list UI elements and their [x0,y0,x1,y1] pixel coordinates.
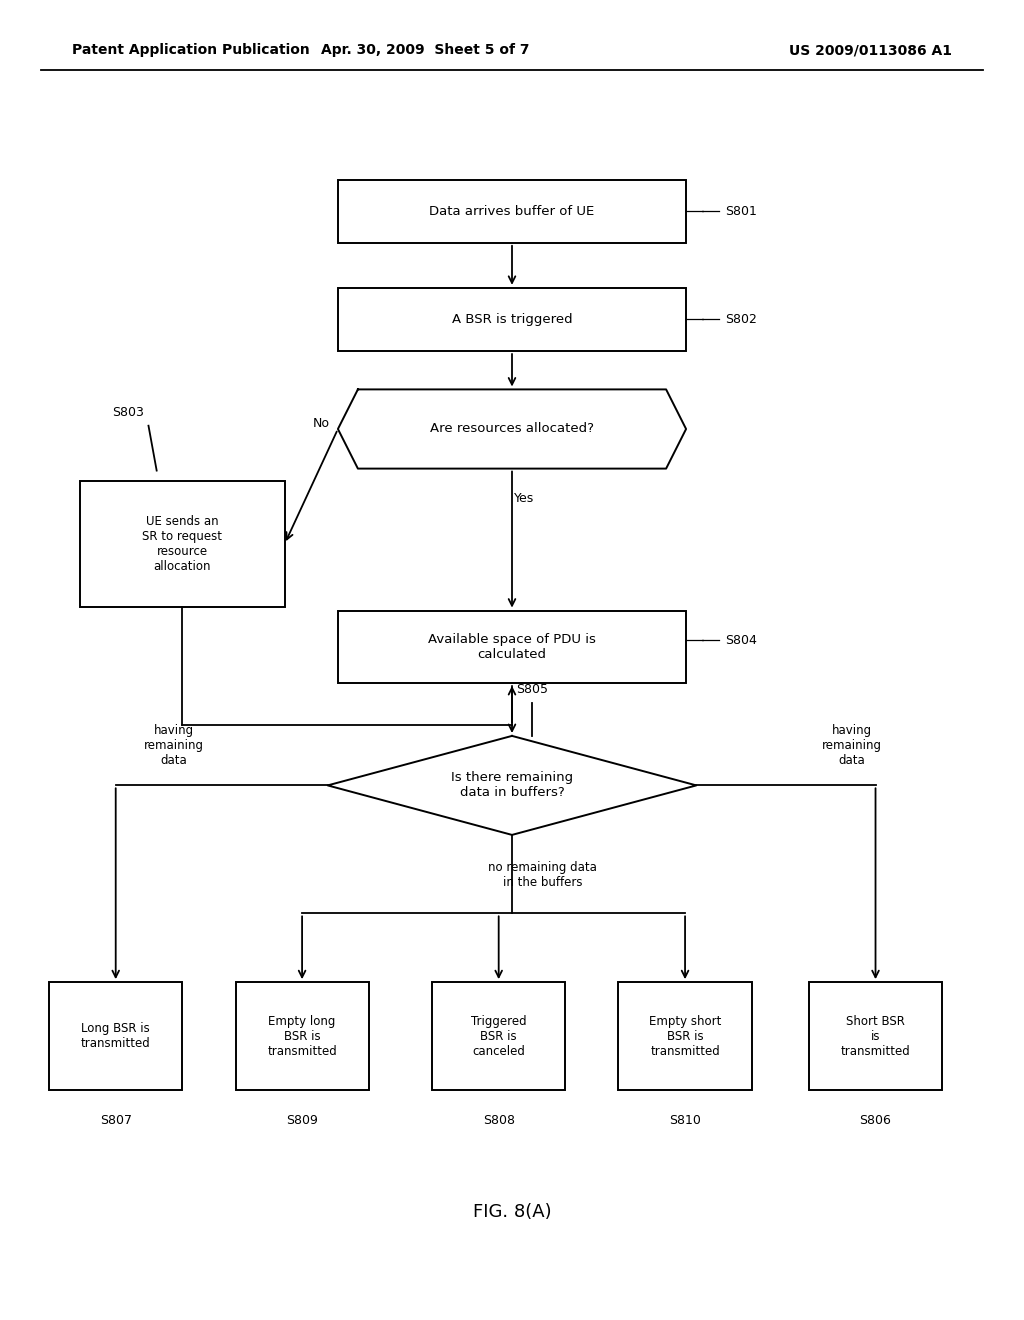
FancyBboxPatch shape [809,982,942,1090]
FancyBboxPatch shape [49,982,182,1090]
FancyBboxPatch shape [236,982,369,1090]
Text: S809: S809 [286,1114,318,1127]
Text: Long BSR is
transmitted: Long BSR is transmitted [81,1022,151,1051]
Text: S806: S806 [859,1114,892,1127]
Text: S807: S807 [99,1114,132,1127]
FancyBboxPatch shape [338,288,686,351]
Text: S804: S804 [725,634,757,647]
Text: S808: S808 [482,1114,515,1127]
Text: S805: S805 [516,684,549,697]
Polygon shape [338,389,686,469]
Text: S801: S801 [725,205,757,218]
Text: having
remaining
data: having remaining data [144,725,204,767]
FancyBboxPatch shape [80,482,285,607]
FancyBboxPatch shape [432,982,565,1090]
Polygon shape [328,737,696,834]
FancyBboxPatch shape [338,610,686,684]
Text: Patent Application Publication: Patent Application Publication [72,44,309,57]
Text: Are resources allocated?: Are resources allocated? [430,422,594,436]
Text: S810: S810 [669,1114,701,1127]
Text: having
remaining
data: having remaining data [822,725,882,767]
Text: UE sends an
SR to request
resource
allocation: UE sends an SR to request resource alloc… [142,515,222,573]
Text: Empty long
BSR is
transmitted: Empty long BSR is transmitted [267,1015,337,1057]
Text: A BSR is triggered: A BSR is triggered [452,313,572,326]
Text: Short BSR
is
transmitted: Short BSR is transmitted [841,1015,910,1057]
Text: Apr. 30, 2009  Sheet 5 of 7: Apr. 30, 2009 Sheet 5 of 7 [321,44,529,57]
Text: no remaining data
in the buffers: no remaining data in the buffers [488,861,597,890]
Text: Yes: Yes [514,492,535,506]
Text: S802: S802 [725,313,757,326]
Text: Available space of PDU is
calculated: Available space of PDU is calculated [428,632,596,661]
FancyBboxPatch shape [338,180,686,243]
Text: S803: S803 [113,407,144,420]
FancyBboxPatch shape [618,982,752,1090]
Text: Empty short
BSR is
transmitted: Empty short BSR is transmitted [649,1015,721,1057]
Text: No: No [312,417,330,430]
Text: FIG. 8(A): FIG. 8(A) [473,1203,551,1221]
Text: Is there remaining
data in buffers?: Is there remaining data in buffers? [451,771,573,800]
Text: Data arrives buffer of UE: Data arrives buffer of UE [429,205,595,218]
Text: US 2009/0113086 A1: US 2009/0113086 A1 [790,44,952,57]
Text: Triggered
BSR is
canceled: Triggered BSR is canceled [471,1015,526,1057]
